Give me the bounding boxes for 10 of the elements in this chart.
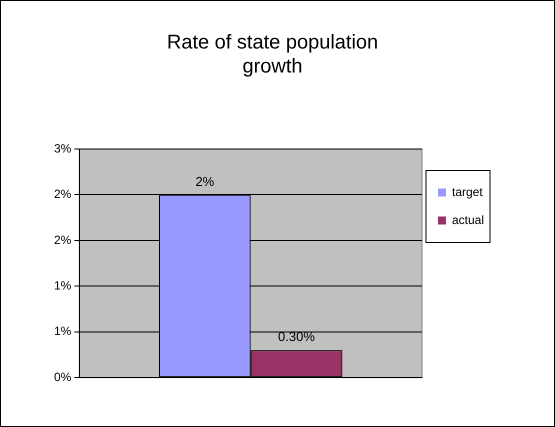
data-label: 2% — [195, 174, 215, 189]
y-tick-label: 2% — [54, 187, 72, 202]
y-tick-label: 1% — [54, 278, 72, 292]
y-tick-label: 2% — [54, 232, 72, 247]
legend-label: actual — [452, 212, 484, 227]
y-tick-label: 0% — [54, 370, 72, 384]
y-tick-label: 3% — [54, 141, 72, 156]
legend-label: target — [452, 184, 484, 199]
y-tick-label: 1% — [54, 324, 72, 338]
chart-title: Rate of state population growth — [166, 32, 378, 78]
